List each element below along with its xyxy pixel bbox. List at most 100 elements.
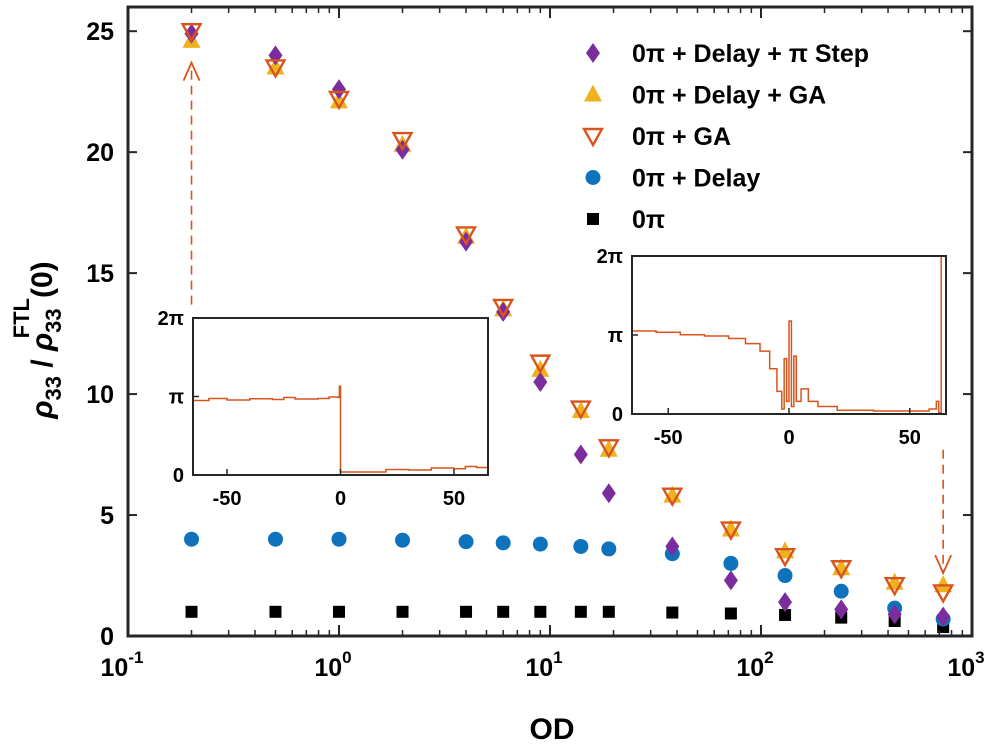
y-tick-label-0: 0: [100, 623, 114, 651]
series-3-point-5: [495, 535, 511, 551]
series-2-point-10: [719, 521, 742, 542]
series-0-point-6: [533, 371, 548, 392]
series-0-point-1: [268, 45, 283, 66]
series-4-point-8: [602, 605, 615, 618]
left-inset-x-tick-label-0: -50: [213, 488, 242, 510]
series-3: [184, 531, 951, 627]
series-3-point-4: [458, 534, 474, 550]
series-4-point-5: [497, 605, 510, 618]
series-1-point-2: [330, 91, 348, 109]
y-title-rho1: ρ: [26, 400, 59, 419]
left-inset: -50 0 50 0 π 2π: [158, 308, 489, 510]
series-0-point-14: [936, 606, 951, 627]
y-tick-label-1: 5: [100, 502, 114, 530]
series-2-point-11: [773, 547, 797, 568]
left-inset-x-tick-label-2: 50: [443, 488, 465, 510]
series-0-point-9: [665, 536, 680, 557]
right-inset-y-tick-label-2: 2π: [597, 246, 623, 268]
series-3-point-7: [573, 538, 589, 554]
right-inset-trace: [632, 256, 942, 414]
right-inset-x-tick-label-0: -50: [654, 427, 683, 449]
series-3-point-1: [267, 531, 283, 547]
series-2: [180, 22, 955, 604]
legend-entry-3: 0π + Delay: [585, 165, 760, 193]
legend-label-3: 0π + Delay: [632, 165, 760, 193]
series-4-point-2: [333, 605, 345, 618]
series-0-point-7: [573, 444, 588, 465]
y-title-sub2: 33: [41, 308, 66, 332]
series-0-point-12: [834, 599, 849, 620]
legend-label-4: 0π: [632, 206, 665, 234]
arrow-up-left-head: [182, 60, 201, 82]
x-tick-label-3: 102: [736, 648, 773, 682]
series-0-point-8: [601, 483, 616, 504]
series-0-point-11: [778, 592, 793, 613]
series-3-point-11: [777, 568, 793, 584]
legend-marker-1: [584, 84, 602, 102]
x-tick-label-2: 101: [525, 648, 562, 682]
series-0-point-0: [184, 23, 199, 44]
y-title-rho2: ρ: [26, 333, 59, 352]
right-inset-y-tick-label-1: π: [608, 325, 623, 347]
series-1-point-7: [571, 401, 590, 419]
svg-text:ρ33 / ρ33FTL(0): ρ33 / ρ33FTL(0): [9, 261, 66, 419]
legend-marker-3: [585, 170, 601, 185]
series-4-point-1: [269, 605, 282, 618]
y-tick-label-5: 25: [86, 18, 114, 46]
series-1-point-6: [531, 359, 550, 377]
legend-marker-4: [587, 213, 599, 225]
legend-label-1: 0π + Delay + GA: [632, 82, 826, 110]
y-title-sub1: 33: [41, 376, 66, 400]
y-title-sup: FTL: [9, 298, 34, 338]
series-3-point-2: [331, 531, 347, 547]
series-4-point-0: [185, 605, 198, 618]
legend-marker-2: [581, 127, 605, 148]
series-3-point-10: [723, 555, 739, 571]
series-0: [184, 23, 951, 627]
series-0-point-13: [887, 604, 902, 625]
legend-label-0: 0π + Delay + π Step: [632, 40, 869, 68]
series-4-point-3: [396, 605, 409, 618]
series-3-point-6: [532, 536, 548, 552]
series-2-point-9: [661, 487, 684, 508]
right-inset-y-tick-label-0: 0: [612, 404, 623, 426]
series-2-point-1: [264, 59, 287, 79]
right-inset: -50 0 50 0 π 2π: [597, 246, 947, 449]
series-2-point-13: [883, 576, 906, 597]
series-2-point-7: [569, 400, 592, 421]
x-axis-title: OD: [530, 713, 575, 746]
legend-entry-4: 0π: [587, 206, 665, 234]
series-4-point-6: [534, 605, 547, 618]
series-4-point-10: [724, 607, 737, 620]
series-2-point-3: [391, 131, 414, 152]
series-4-point-9: [666, 606, 679, 619]
arrow-down-right: [934, 449, 952, 576]
left-inset-x-tick-label-1: 0: [335, 488, 346, 510]
series-2-point-14: [932, 584, 955, 604]
left-inset-y-tick-label-0: 0: [173, 465, 184, 487]
left-inset-y-tick-label-1: π: [169, 387, 184, 409]
series-4: [185, 605, 950, 634]
y-title-arg: (0): [26, 261, 59, 298]
series-2-point-12: [830, 560, 853, 580]
series-3-point-0: [184, 531, 200, 547]
x-tick-label-1: 100: [314, 648, 351, 682]
series-0-point-10: [723, 570, 738, 591]
series-2-point-5: [492, 298, 515, 319]
x-tick-label-4: 103: [947, 648, 984, 682]
series-3-point-8: [601, 541, 617, 557]
series-1-point-8: [599, 439, 618, 457]
legend-entry-2: 0π + GA: [581, 123, 731, 151]
legend-label-2: 0π + GA: [632, 123, 731, 151]
right-inset-x-tick-label-2: 50: [899, 427, 921, 449]
left-inset-trace: [193, 385, 488, 473]
series-4-point-11: [779, 608, 792, 621]
y-tick-label-4: 20: [86, 139, 114, 167]
series-2-point-4: [454, 226, 478, 246]
y-tick-label-3: 15: [86, 260, 114, 288]
series-2-point-0: [180, 22, 203, 43]
legend-marker-0: [586, 43, 600, 63]
series-0-point-2: [332, 79, 346, 100]
series-3-point-12: [833, 583, 849, 599]
